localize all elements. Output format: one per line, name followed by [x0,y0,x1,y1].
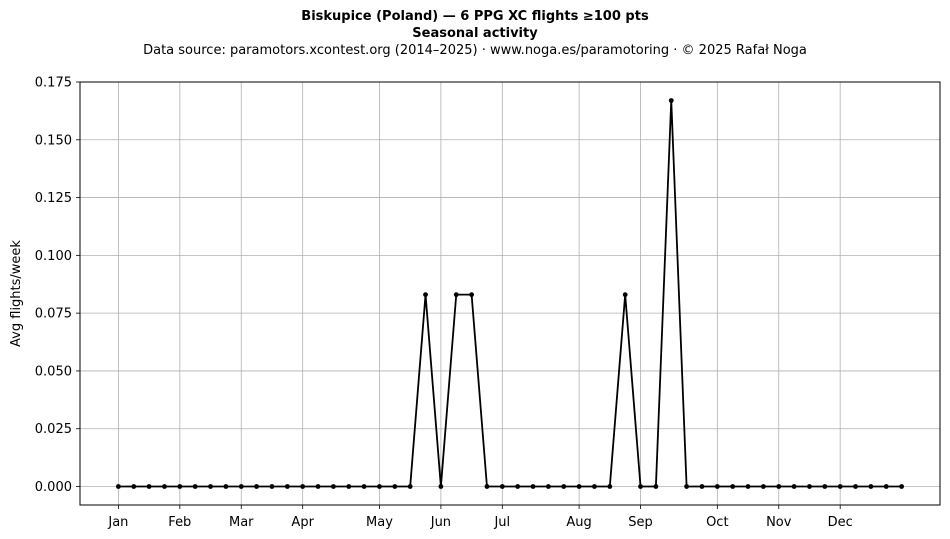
data-point [423,292,428,298]
x-tick-label: May [366,515,393,530]
data-point [177,484,183,489]
x-tick-label: Aug [566,515,591,530]
chart-subtitle: Seasonal activity [412,26,538,41]
chart-title-block: Biskupice (Poland) — 6 PPG XC flights ≥1… [0,8,950,59]
data-point [115,484,121,489]
data-point [515,484,521,489]
data-point [484,484,490,489]
data-point [392,484,398,489]
data-point [592,484,597,489]
data-point [131,484,137,489]
x-tick-label: Nov [766,515,792,530]
series-line [118,99,902,488]
chart-title: Biskupice (Poland) — 6 PPG XC flights ≥1… [301,9,649,24]
series-layer [115,98,905,489]
data-point [699,484,705,489]
data-point [438,484,444,489]
data-point [868,484,874,489]
data-point [254,484,260,489]
y-tick-label: 0.075 [35,307,72,322]
data-point [760,484,766,489]
data-point [361,484,367,489]
data-point [883,484,889,489]
data-point [377,484,382,489]
data-point [453,292,459,298]
data-point [653,484,659,489]
axis-ticks: Jan Feb Mar Apr May Jun Jul Aug Sep Oct Nov Dec 0.00… [35,76,853,531]
y-tick-label: 0.050 [35,364,72,379]
data-point [346,484,352,489]
data-point [837,484,843,489]
data-point [622,292,628,298]
x-tick-label: Jan [107,515,128,530]
data-point [223,484,229,489]
data-point [638,484,643,489]
x-tick-label: Mar [229,515,254,530]
x-tick-label: Dec [828,515,853,530]
data-source-note: Data source: paramotors.xcontest.org (20… [143,43,807,58]
data-point [284,484,290,489]
data-point [745,484,751,489]
y-tick-label: 0.000 [35,480,72,495]
data-point [192,484,198,489]
data-point [300,484,306,489]
y-axis-label: Avg flights/week [9,240,24,347]
data-point [269,484,275,489]
x-tick-label: Oct [706,515,728,530]
data-point [576,484,582,489]
data-point [668,98,674,103]
data-point [714,484,720,489]
y-tick-label: 0.175 [35,76,72,91]
data-point [684,484,690,489]
x-tick-label: Feb [168,515,191,530]
data-point [561,484,567,489]
data-point [146,484,152,489]
data-point [545,484,551,489]
data-point [407,484,413,489]
data-point [899,484,905,489]
data-point [315,484,321,489]
data-point [807,484,812,489]
data-point [499,484,505,489]
y-tick-label: 0.100 [35,249,72,264]
data-point [730,484,736,489]
data-point [791,484,797,489]
grid-lines [80,81,940,505]
y-tick-label: 0.150 [35,133,72,148]
x-tick-label: Jul [493,515,510,530]
y-tick-label: 0.025 [35,422,72,437]
data-point [162,484,167,489]
data-point [607,484,613,489]
y-tick-label: 0.125 [35,191,72,206]
x-tick-label: Sep [628,515,653,530]
data-point [776,484,782,489]
data-point [530,484,536,489]
data-point [469,292,475,298]
plot-frame [79,81,941,506]
data-point [208,484,213,489]
x-tick-label: Apr [291,515,314,530]
data-point [853,484,858,489]
x-tick-label: Jun [430,515,451,530]
data-point [822,484,828,489]
data-point [330,484,336,489]
data-point [238,484,244,489]
